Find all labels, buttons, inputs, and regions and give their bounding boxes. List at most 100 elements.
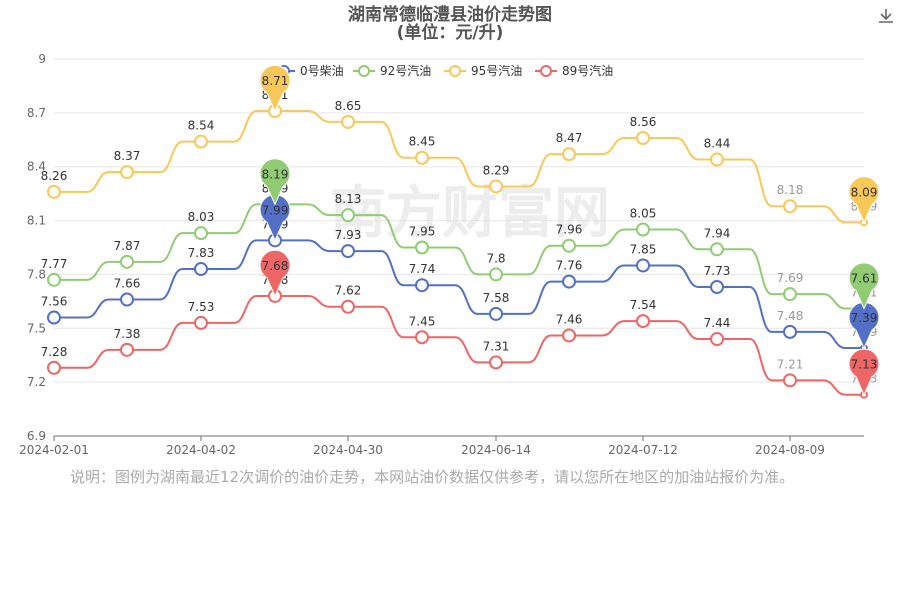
legend-label: 92号汽油 xyxy=(380,63,431,78)
x-tick-label: 2024-07-12 xyxy=(608,443,678,457)
data-point xyxy=(562,328,576,343)
data-point xyxy=(636,314,650,329)
data-label: 8.65 xyxy=(335,99,362,113)
data-point xyxy=(47,310,61,325)
data-point xyxy=(562,147,576,162)
data-label: 7.94 xyxy=(704,226,731,240)
last-value-markers: 7.99 7.39 8.19 7.61 8.71 8.09 7.68 7.13 xyxy=(259,64,880,396)
legend-label: 0号柴油 xyxy=(300,64,344,78)
x-tick-label: 2024-06-14 xyxy=(461,443,531,457)
y-tick-label: 9 xyxy=(38,52,46,66)
data-label: 7.54 xyxy=(630,298,657,312)
pin-shape xyxy=(259,64,291,113)
pin-label: 7.68 xyxy=(262,259,289,273)
data-point xyxy=(710,332,724,347)
data-label: 7.85 xyxy=(630,242,657,256)
data-point xyxy=(120,165,134,180)
data-label: 7.56 xyxy=(41,295,68,309)
data-label: 7.66 xyxy=(114,277,141,291)
data-point xyxy=(710,152,724,167)
y-tick-label: 7.2 xyxy=(27,375,46,389)
data-point xyxy=(783,324,797,339)
marker-pin: 7.99 xyxy=(259,194,291,242)
watermark: 南方财富网 xyxy=(330,181,610,246)
data-point xyxy=(636,258,650,273)
data-label: 8.26 xyxy=(41,169,68,183)
data-label: 7.74 xyxy=(409,262,436,276)
data-label: 7.96 xyxy=(556,223,583,237)
data-point xyxy=(636,222,650,237)
legend[interactable]: 0号柴油 92号汽油 95号汽油 89号汽油 xyxy=(273,63,613,78)
x-tick-label: 2024-02-01 xyxy=(19,443,89,457)
chart-subtitle: (单位：元/升) xyxy=(397,22,504,43)
data-point xyxy=(415,150,429,165)
data-label: 7.77 xyxy=(41,257,68,271)
y-tick-label: 8.7 xyxy=(27,106,46,120)
legend-item-1[interactable]: 92号汽油 xyxy=(353,63,431,78)
data-point xyxy=(710,279,724,294)
data-point xyxy=(341,299,355,314)
data-point xyxy=(120,254,134,269)
data-point xyxy=(194,315,208,330)
series-line xyxy=(54,294,864,396)
y-tick-label: 7.8 xyxy=(27,267,46,281)
series-line xyxy=(54,239,864,350)
pin-label: 8.09 xyxy=(851,185,878,199)
data-point xyxy=(415,278,429,293)
data-label: 8.05 xyxy=(630,207,657,221)
marker-pin: 7.68 xyxy=(259,249,291,298)
legend-item-2[interactable]: 95号汽油 xyxy=(444,63,522,78)
pin-label: 7.61 xyxy=(851,272,878,286)
data-point xyxy=(415,240,429,255)
data-point xyxy=(194,262,208,277)
marker-pin: 7.13 xyxy=(848,348,880,396)
data-point xyxy=(489,306,503,321)
data-label: 8.47 xyxy=(556,131,583,145)
data-label: 8.45 xyxy=(409,135,436,149)
data-label: 7.45 xyxy=(409,314,436,328)
pin-label: 7.99 xyxy=(262,203,289,217)
data-label: 8.03 xyxy=(188,210,215,224)
y-gridlines xyxy=(54,58,864,437)
chart-note: 说明：图例为湖南最近12次调价的油价走势，本网站油价数据仅供参考，请以您所在地区… xyxy=(70,468,795,486)
pin-shape xyxy=(848,348,880,396)
marker-pin: 7.61 xyxy=(848,262,880,310)
y-tick-label: 8.1 xyxy=(27,214,46,228)
legend-symbol xyxy=(540,65,552,77)
data-label: 7.21 xyxy=(777,357,804,371)
data-label: 8.37 xyxy=(114,149,141,163)
data-label: 7.38 xyxy=(114,327,141,341)
marker-pin: 8.09 xyxy=(848,176,880,224)
data-point xyxy=(47,184,61,199)
data-point xyxy=(194,134,208,149)
data-label: 8.44 xyxy=(704,137,731,151)
download-icon[interactable] xyxy=(876,6,896,26)
y-axis-ticks: 6.9 7.2 7.5 7.8 8.1 8.4 8.7 9 xyxy=(27,52,46,443)
legend-item-3[interactable]: 89号汽油 xyxy=(535,63,613,78)
data-point xyxy=(783,287,797,302)
data-point xyxy=(415,330,429,345)
marker-pin: 7.39 xyxy=(848,301,880,350)
x-axis: 2024-02-01 2024-04-02 2024-04-30 2024-06-14… xyxy=(19,435,864,457)
data-point xyxy=(562,238,576,253)
pin-label: 7.39 xyxy=(851,311,878,325)
data-label: 7.95 xyxy=(409,225,436,239)
data-label: 8.29 xyxy=(483,163,510,177)
data-label: 7.28 xyxy=(41,345,68,359)
series-2: 8.268.378.548.718.658.458.298.478.568.44… xyxy=(41,88,877,227)
pin-shape xyxy=(848,176,880,224)
marker-pin: 8.71 xyxy=(259,64,291,113)
pin-label: 8.19 xyxy=(262,167,289,181)
legend-label: 89号汽油 xyxy=(562,63,613,78)
y-tick-label: 7.5 xyxy=(27,321,46,335)
data-label: 7.83 xyxy=(188,246,215,260)
data-point xyxy=(341,114,355,129)
data-label: 7.48 xyxy=(777,309,804,323)
data-label: 7.46 xyxy=(556,312,583,326)
pin-shape xyxy=(259,158,291,206)
data-point xyxy=(194,226,208,241)
data-label: 8.13 xyxy=(335,192,362,206)
legend-symbol xyxy=(449,65,461,77)
series-3: 7.287.387.537.687.627.457.317.467.547.44… xyxy=(41,273,877,399)
